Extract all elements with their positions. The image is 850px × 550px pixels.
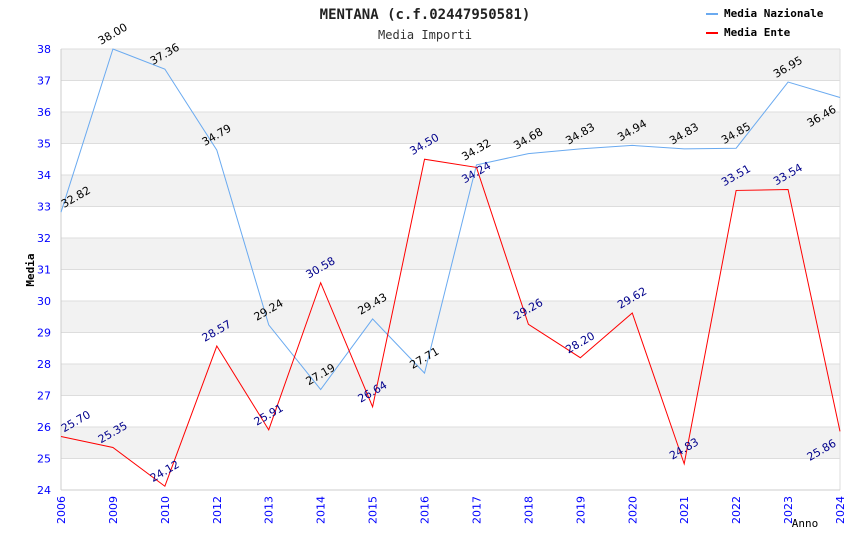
grid-band <box>61 112 840 144</box>
legend: Media Nazionale Media Ente <box>700 2 845 42</box>
chart-subtitle: Media Importi <box>378 28 472 42</box>
grid-band <box>61 301 840 333</box>
y-tick-label: 29 <box>37 327 51 340</box>
grid-band <box>61 427 840 459</box>
y-tick-label: 34 <box>37 169 51 182</box>
y-tick-label: 33 <box>37 201 51 214</box>
chart-title: MENTANA (c.f.02447950581) <box>320 7 531 23</box>
grid-band <box>61 206 840 238</box>
grid-band <box>61 238 840 270</box>
y-tick-label: 37 <box>37 75 51 88</box>
x-tick-label: 2019 <box>574 496 587 524</box>
data-label: 38.00 <box>96 21 130 48</box>
y-tick-label: 24 <box>37 484 51 497</box>
grid-band <box>61 332 840 364</box>
legend-label-nazionale: Media Nazionale <box>724 7 824 20</box>
y-axis-label: Media <box>24 253 37 286</box>
grid-band <box>61 49 840 81</box>
x-tick-label: 2018 <box>522 496 535 524</box>
x-tick-label: 2013 <box>263 496 276 524</box>
x-axis-label: Anno <box>792 517 819 530</box>
series-line-nazionale <box>60 48 841 391</box>
y-tick-label: 35 <box>37 138 51 151</box>
x-tick-label: 2017 <box>470 496 483 524</box>
y-tick-label: 36 <box>37 106 51 119</box>
y-tick-label: 30 <box>37 295 51 308</box>
x-tick-label: 2020 <box>626 496 639 524</box>
x-tick-label: 2006 <box>55 496 68 524</box>
x-tick-label: 2024 <box>834 496 847 524</box>
legend-label-ente: Media Ente <box>724 26 791 39</box>
y-tick-label: 32 <box>37 232 51 245</box>
y-tick-label: 27 <box>37 390 51 403</box>
y-tick-label: 31 <box>37 264 51 277</box>
grid-band <box>61 80 840 112</box>
y-tick-label: 26 <box>37 421 51 434</box>
x-tick-label: 2010 <box>159 496 172 524</box>
y-tick-label: 28 <box>37 358 51 371</box>
grid-band <box>61 458 840 490</box>
x-tick-label: 2014 <box>315 496 328 524</box>
grid-band <box>61 175 840 207</box>
grid-band <box>61 269 840 301</box>
x-tick-label: 2016 <box>419 496 432 524</box>
y-tick-label: 38 <box>37 43 51 56</box>
grid-band <box>61 364 840 396</box>
x-tick-label: 2022 <box>730 496 743 524</box>
x-tick-label: 2009 <box>107 496 120 524</box>
x-tick-label: 2023 <box>782 496 795 524</box>
x-tick-label: 2012 <box>211 496 224 524</box>
x-tick-label: 2015 <box>367 496 380 524</box>
x-tick-label: 2021 <box>678 496 691 524</box>
series-line-ente <box>60 158 841 488</box>
y-tick-label: 25 <box>37 453 51 466</box>
grid-band <box>61 395 840 427</box>
